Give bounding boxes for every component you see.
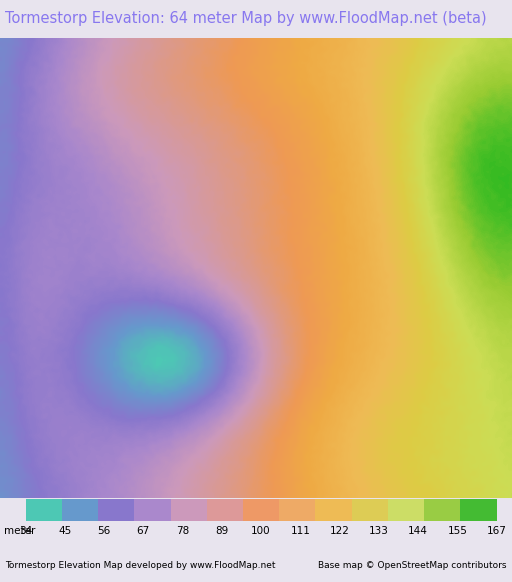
Bar: [243, 499, 279, 521]
Text: Tormestorp Elevation: 64 meter Map by www.FloodMap.net (beta): Tormestorp Elevation: 64 meter Map by ww…: [5, 12, 487, 26]
Text: 100: 100: [251, 526, 271, 537]
Text: 133: 133: [369, 526, 389, 537]
Text: 56: 56: [97, 526, 111, 537]
Bar: [460, 499, 497, 521]
Bar: [279, 499, 315, 521]
Bar: [26, 499, 62, 521]
Text: Tormestorp Elevation Map developed by www.FloodMap.net: Tormestorp Elevation Map developed by ww…: [5, 562, 275, 570]
Bar: [424, 499, 460, 521]
Bar: [352, 499, 388, 521]
Bar: [98, 499, 134, 521]
Text: 67: 67: [137, 526, 150, 537]
Text: 45: 45: [58, 526, 72, 537]
Bar: [388, 499, 424, 521]
Text: 111: 111: [290, 526, 310, 537]
Text: meter: meter: [5, 526, 36, 537]
Bar: [134, 499, 170, 521]
Text: 167: 167: [487, 526, 506, 537]
Text: 155: 155: [447, 526, 467, 537]
Bar: [207, 499, 243, 521]
Bar: [315, 499, 352, 521]
Bar: [62, 499, 98, 521]
Text: 89: 89: [215, 526, 228, 537]
Text: 78: 78: [176, 526, 189, 537]
Text: 34: 34: [19, 526, 32, 537]
Text: 144: 144: [408, 526, 428, 537]
Text: 122: 122: [330, 526, 350, 537]
Bar: [170, 499, 207, 521]
Text: Base map © OpenStreetMap contributors: Base map © OpenStreetMap contributors: [318, 562, 507, 570]
